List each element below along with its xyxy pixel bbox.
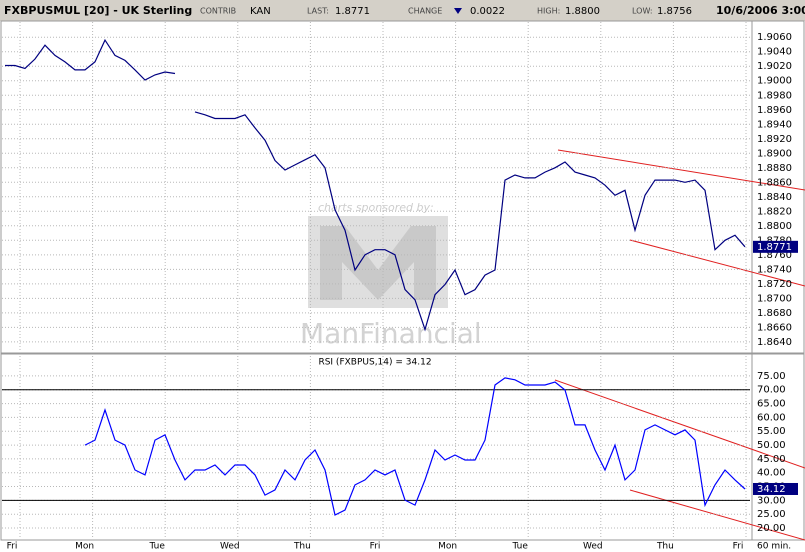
y-tick-label: 1.8740 [757, 264, 792, 275]
x-tick-label: Fri [733, 542, 744, 552]
high-value: 1.8800 [565, 6, 600, 17]
y-tick-label: 75.00 [757, 371, 786, 382]
x-tick-label: Mon [75, 542, 94, 552]
rsi-panel-border [0, 353, 805, 541]
y-tick-label: 1.8700 [757, 293, 792, 304]
x-tick-label: Wed [220, 542, 240, 552]
trendline [557, 149, 805, 191]
timestamp: 10/6/2006 3:00 [716, 4, 805, 17]
x-tick-label: Tue [149, 542, 166, 552]
y-tick-label: 1.8780 [757, 235, 792, 246]
x-tick-label: Mon [438, 542, 457, 552]
instrument-title: FXBPUSMUL [20] - UK Sterling [4, 4, 192, 17]
y-tick-label: 1.9000 [757, 76, 792, 87]
trendline [554, 379, 805, 469]
y-tick-label: 1.8880 [757, 163, 792, 174]
change-value: 0.0022 [470, 6, 505, 17]
y-tick-label: 45.00 [757, 454, 786, 465]
y-tick-label: 1.8680 [757, 308, 792, 319]
y-tick-label: 1.8660 [757, 322, 792, 333]
y-tick-label: 1.8720 [757, 279, 792, 290]
watermark-caption: charts sponsored by: [318, 201, 434, 214]
y-tick-label: 30.00 [757, 495, 786, 506]
series-line [84, 377, 746, 516]
last-label: LAST: [307, 7, 329, 16]
series-line [5, 38, 746, 332]
y-tick-label: 55.00 [757, 426, 786, 437]
y-tick-label: 60.00 [757, 412, 786, 423]
contrib-label: CONTRIB [200, 7, 236, 16]
last-value-box [753, 240, 798, 253]
y-tick-label: 1.8860 [757, 177, 792, 188]
y-tick-label: 65.00 [757, 399, 786, 410]
trendlines [554, 149, 805, 541]
y-tick-label: 1.8800 [757, 221, 792, 232]
contrib-value: KAN [250, 6, 271, 17]
y-tick-label: 70.00 [757, 385, 786, 396]
y-tick-label: 20.00 [757, 523, 786, 534]
y-tick-label: 1.8940 [757, 119, 792, 130]
x-tick-label: Fri [7, 542, 18, 552]
y-tick-label: 1.8980 [757, 90, 792, 101]
header-bar [0, 0, 805, 21]
y-tick-label: 1.9020 [757, 61, 792, 72]
high-label: HIGH: [537, 7, 560, 16]
last-value-label: 34.12 [757, 484, 786, 495]
y-tick-label: 25.00 [757, 509, 786, 520]
y-tick-label: 1.9040 [757, 47, 792, 58]
low-label: LOW: [632, 7, 653, 16]
last-value-label: 1.8771 [757, 242, 792, 253]
x-tick-label: Wed [583, 542, 603, 552]
trendline [629, 239, 805, 287]
y-tick-label: 1.8960 [757, 105, 792, 116]
x-tick-label: Thu [656, 542, 674, 552]
x-tick-label: Thu [293, 542, 311, 552]
y-tick-label: 1.8840 [757, 192, 792, 203]
x-tick-label: Fri [370, 542, 381, 552]
watermark: charts sponsored by: ManFinancial [300, 201, 482, 350]
down-arrow [454, 8, 462, 14]
last-value: 1.8771 [335, 6, 370, 17]
low-value: 1.8756 [657, 6, 692, 17]
price-panel-border [0, 20, 805, 354]
y-tick-label: 1.8900 [757, 148, 792, 159]
change-label: CHANGE [408, 7, 442, 16]
y-tick-label: 40.00 [757, 468, 786, 479]
trendline [629, 489, 805, 541]
y-tick-label: 1.8820 [757, 206, 792, 217]
y-tick-label: 1.9060 [757, 32, 792, 43]
y-tick-label: 50.00 [757, 440, 786, 451]
x-tick-label: Tue [512, 542, 529, 552]
watermark-brand: ManFinancial [300, 317, 482, 350]
y-tick-label: 1.8760 [757, 250, 792, 261]
x-axis-unit: 60 min. [757, 542, 791, 552]
last-value-box [753, 482, 798, 495]
y-tick-label: 1.8640 [757, 337, 792, 348]
y-tick-label: 1.8920 [757, 134, 792, 145]
panel-title: RSI (FXBPUS,14) = 34.12 [318, 358, 431, 368]
